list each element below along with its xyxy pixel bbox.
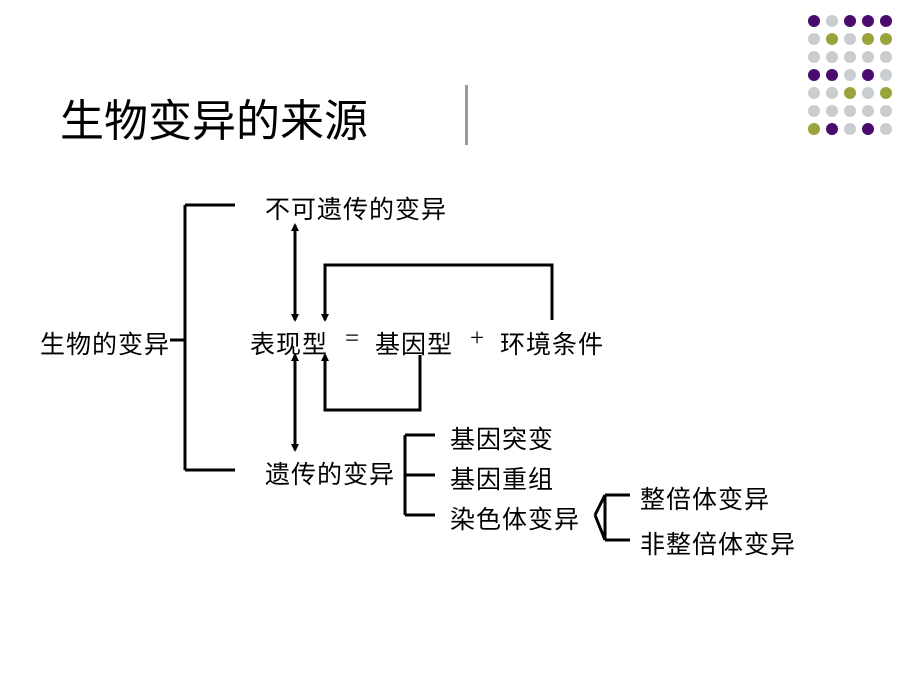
- decorative-dot: [880, 123, 892, 135]
- node-environment: 环境条件: [500, 325, 604, 361]
- page-title: 生物变异的来源: [60, 85, 368, 149]
- decorative-dot: [880, 69, 892, 81]
- node-root: 生物的变异: [40, 325, 170, 361]
- decorative-dot: [826, 51, 838, 63]
- decorative-dot: [844, 33, 856, 45]
- decorative-dot: [826, 105, 838, 117]
- decorative-dot: [862, 87, 874, 99]
- decorative-dot: [826, 69, 838, 81]
- decorative-dot: [862, 33, 874, 45]
- node-plus: +: [470, 325, 485, 353]
- decorative-dot: [808, 51, 820, 63]
- decorative-dot: [826, 87, 838, 99]
- concept-diagram: 生物的变异 不可遗传的变异 遗传的变异 表现型 = 基因型 + 环境条件 基因突…: [40, 175, 900, 625]
- decorative-dot: [862, 123, 874, 135]
- decorative-dot: [862, 69, 874, 81]
- decorative-dot: [808, 105, 820, 117]
- decorative-dot: [808, 33, 820, 45]
- node-gene-recombination: 基因重组: [450, 460, 554, 496]
- node-gene-mutation: 基因突变: [450, 420, 554, 456]
- decorative-dot: [844, 123, 856, 135]
- decorative-dot: [808, 69, 820, 81]
- node-aneuploidy: 非整倍体变异: [640, 525, 796, 561]
- node-non-heritable: 不可遗传的变异: [265, 190, 447, 226]
- decorative-dot: [808, 15, 820, 27]
- decorative-dot-grid: [808, 15, 895, 138]
- decorative-dot: [844, 105, 856, 117]
- decorative-dot: [880, 33, 892, 45]
- node-equals: =: [345, 325, 360, 353]
- decorative-dot: [844, 15, 856, 27]
- decorative-dot: [862, 105, 874, 117]
- decorative-dot: [862, 15, 874, 27]
- node-euploidy: 整倍体变异: [640, 480, 770, 516]
- decorative-dot: [826, 15, 838, 27]
- decorative-dot: [826, 123, 838, 135]
- decorative-dot: [844, 87, 856, 99]
- decorative-dot: [880, 105, 892, 117]
- decorative-dot: [862, 51, 874, 63]
- node-genotype: 基因型: [375, 325, 453, 361]
- decorative-dot: [808, 123, 820, 135]
- decorative-dot: [808, 87, 820, 99]
- node-phenotype: 表现型: [250, 325, 328, 361]
- decorative-dot: [880, 87, 892, 99]
- decorative-dot: [844, 69, 856, 81]
- node-heritable: 遗传的变异: [265, 455, 395, 491]
- decorative-dot: [880, 51, 892, 63]
- title-divider: [465, 85, 468, 145]
- decorative-dot: [880, 15, 892, 27]
- decorative-dot: [826, 33, 838, 45]
- node-chromosome-variation: 染色体变异: [450, 500, 580, 536]
- decorative-dot: [844, 51, 856, 63]
